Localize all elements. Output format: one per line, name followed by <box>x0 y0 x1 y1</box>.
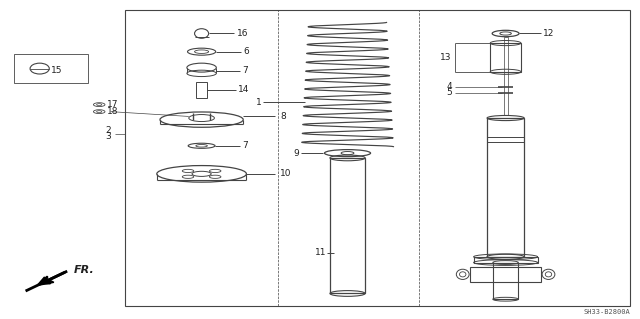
Bar <box>490 43 521 72</box>
Text: 6: 6 <box>243 47 249 56</box>
Text: 10: 10 <box>280 169 292 178</box>
Bar <box>474 257 538 263</box>
Bar <box>14 54 88 83</box>
Bar <box>125 10 630 306</box>
Bar <box>330 158 365 293</box>
Text: 14: 14 <box>238 85 250 94</box>
Text: 12: 12 <box>543 29 554 38</box>
Polygon shape <box>37 277 54 286</box>
Bar <box>487 118 524 257</box>
Text: SH33-B2800A: SH33-B2800A <box>584 309 630 315</box>
Bar <box>493 263 518 299</box>
Text: 17: 17 <box>107 100 118 109</box>
Text: 4: 4 <box>446 82 452 91</box>
Text: 3: 3 <box>106 132 111 141</box>
Text: 5: 5 <box>446 88 452 97</box>
Text: 16: 16 <box>237 29 248 38</box>
Text: 9: 9 <box>294 149 300 158</box>
Text: 11: 11 <box>316 248 327 257</box>
Text: 15: 15 <box>51 66 63 75</box>
Bar <box>504 37 508 115</box>
Text: FR.: FR. <box>74 264 94 275</box>
Text: 7: 7 <box>242 141 248 150</box>
Text: 1: 1 <box>256 98 262 107</box>
Text: 8: 8 <box>280 112 286 121</box>
Bar <box>196 82 207 98</box>
Bar <box>470 267 541 281</box>
Text: 2: 2 <box>106 126 111 135</box>
Text: 7: 7 <box>242 66 248 75</box>
Text: 13: 13 <box>440 53 452 62</box>
Text: 18: 18 <box>107 107 118 116</box>
